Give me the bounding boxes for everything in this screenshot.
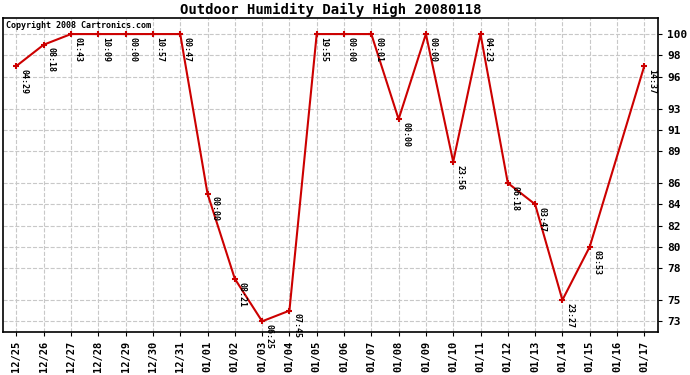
Text: 08:18: 08:18: [46, 48, 55, 72]
Text: 00:00: 00:00: [402, 122, 411, 147]
Text: 10:09: 10:09: [101, 37, 110, 62]
Text: 06:25: 06:25: [265, 324, 274, 349]
Text: Copyright 2008 Cartronics.com: Copyright 2008 Cartronics.com: [6, 21, 151, 30]
Title: Outdoor Humidity Daily High 20080118: Outdoor Humidity Daily High 20080118: [179, 3, 481, 17]
Text: 03:53: 03:53: [593, 250, 602, 274]
Text: 00:00: 00:00: [428, 37, 437, 62]
Text: 23:27: 23:27: [565, 303, 574, 328]
Text: 23:56: 23:56: [456, 165, 465, 189]
Text: 00:00: 00:00: [210, 196, 219, 221]
Text: 00:47: 00:47: [183, 37, 192, 62]
Text: 14:37: 14:37: [647, 69, 656, 94]
Text: 00:00: 00:00: [128, 37, 137, 62]
Text: 08:21: 08:21: [237, 282, 246, 306]
Text: 00:01: 00:01: [374, 37, 383, 62]
Text: 19:55: 19:55: [319, 37, 328, 62]
Text: 00:00: 00:00: [347, 37, 356, 62]
Text: 07:45: 07:45: [292, 314, 302, 339]
Text: 06:18: 06:18: [511, 186, 520, 211]
Text: 04:29: 04:29: [19, 69, 28, 94]
Text: 01:43: 01:43: [74, 37, 83, 62]
Text: 04:23: 04:23: [483, 37, 492, 62]
Text: 10:57: 10:57: [156, 37, 165, 62]
Text: 03:47: 03:47: [538, 207, 547, 232]
